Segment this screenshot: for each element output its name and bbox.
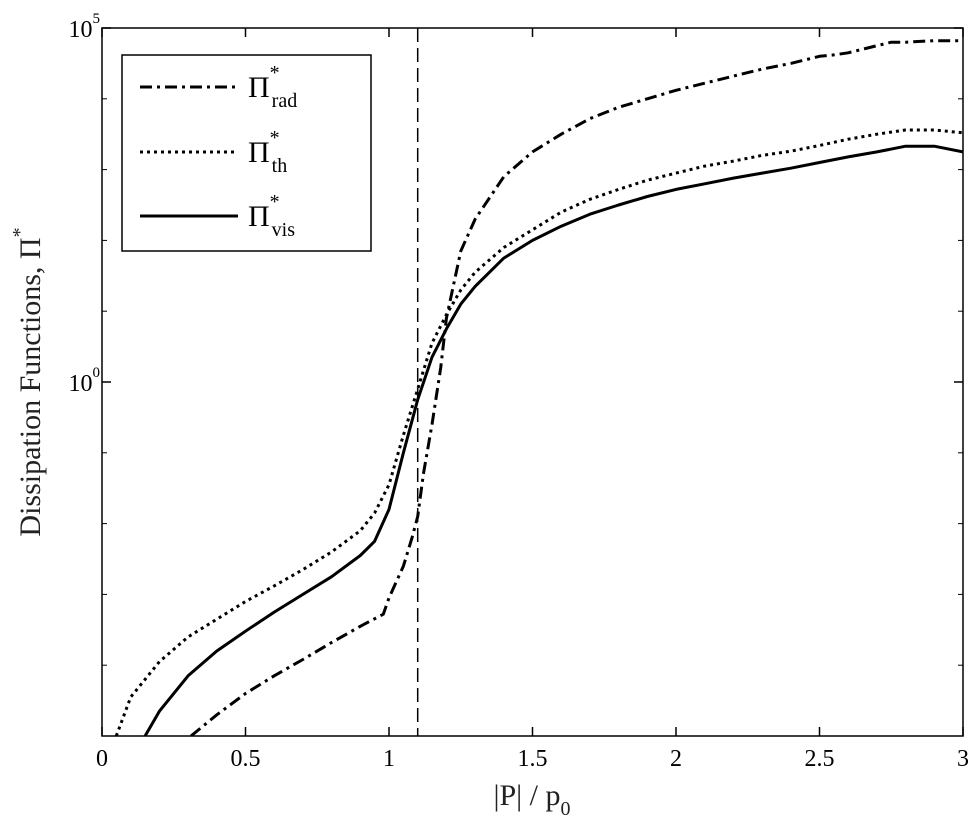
legend-box	[121, 54, 372, 252]
y-axis-label: Dissipation Functions, Π*	[9, 227, 47, 536]
series-line-vis	[143, 144, 963, 736]
x-axis-label: |P| / p0	[493, 779, 570, 820]
series-group	[114, 39, 963, 736]
y-tick-label: 100	[69, 365, 101, 397]
y-tick-label: 105	[69, 11, 101, 43]
y-axis-ticks: 100 105	[69, 11, 963, 737]
x-tick-label: 1.5	[518, 746, 548, 772]
x-tick-label: 0	[96, 746, 108, 772]
x-axis-ticks: 0 0.5 1 1.5 2 2.5 3	[96, 28, 969, 772]
x-tick-label: 2.5	[805, 746, 835, 772]
legend-label-th: Π* th	[248, 127, 287, 177]
legend: Π* rad Π* th Π* vis	[121, 54, 372, 252]
x-tick-label: 0.5	[231, 746, 261, 772]
x-tick-label: 1	[383, 746, 395, 772]
legend-label-vis: Π* vis	[248, 191, 295, 241]
x-tick-label: 3	[957, 746, 969, 772]
legend-label-rad: Π* rad	[248, 62, 297, 112]
series-line-rad	[190, 39, 963, 736]
x-tick-label: 2	[670, 746, 682, 772]
series-line-th	[114, 128, 963, 736]
